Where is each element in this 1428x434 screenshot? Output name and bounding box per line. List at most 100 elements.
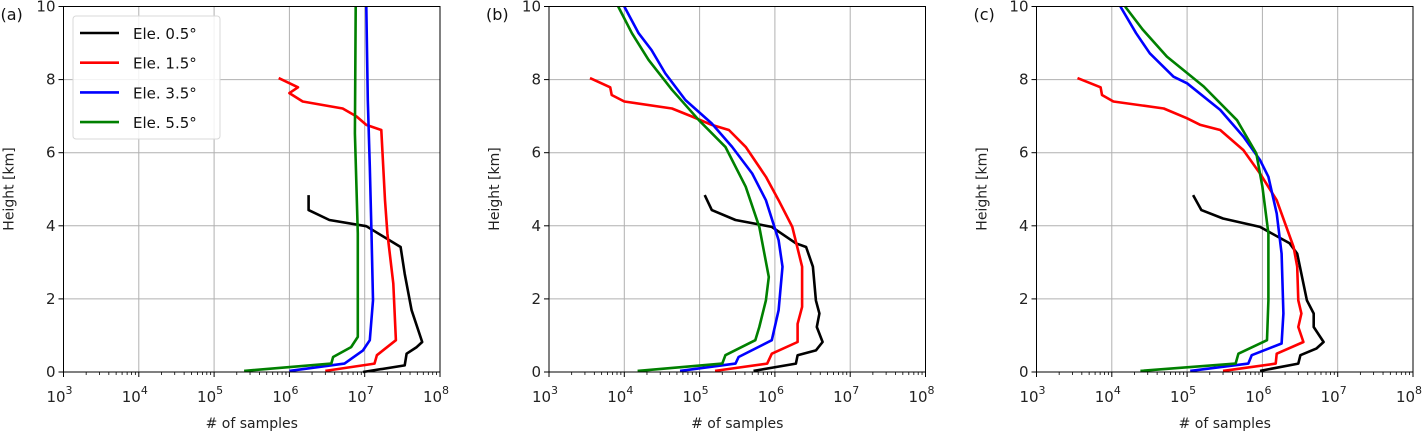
x-tick-base: 10 [532, 388, 551, 406]
x-tick-label: 103 [532, 384, 558, 406]
x-tick-base: 10 [423, 388, 442, 406]
legend-entry: Ele. 5.5° [133, 114, 197, 132]
x-tick-label: 108 [423, 384, 449, 406]
y-tick-label: 4 [46, 217, 56, 235]
y-tick-label: 8 [46, 71, 56, 89]
y-tick-label: 6 [1019, 144, 1029, 162]
x-tick-exponent: 4 [626, 384, 633, 397]
x-tick-base: 10 [1095, 388, 1114, 406]
x-tick-label: 107 [833, 384, 859, 406]
x-tick-base: 10 [348, 388, 367, 406]
y-tick-label: 2 [1019, 290, 1029, 308]
y-axis-label: Height [km] [487, 147, 503, 230]
series-line-35 [289, 6, 375, 373]
x-tick-exponent: 4 [1114, 384, 1121, 397]
x-tick-label: 103 [1019, 384, 1045, 406]
series-line-15 [278, 76, 398, 373]
x-tick-exponent: 6 [1264, 384, 1271, 397]
y-axis-label: Height [km] [2, 147, 18, 230]
x-tick-exponent: 8 [442, 384, 449, 397]
y-tick-label: 6 [46, 144, 56, 162]
y-tick-label: 10 [522, 0, 541, 16]
x-tick-exponent: 8 [928, 384, 935, 397]
legend-entry: Ele. 0.5° [133, 25, 197, 43]
x-tick-base: 10 [1321, 388, 1340, 406]
y-tick-label: 6 [531, 144, 541, 162]
x-tick-label: 105 [1170, 384, 1196, 406]
x-tick-label: 108 [908, 384, 934, 406]
x-tick-base: 10 [1019, 388, 1038, 406]
x-tick-base: 10 [46, 388, 65, 406]
x-tick-exponent: 5 [1189, 384, 1196, 397]
x-tick-exponent: 8 [1415, 384, 1422, 397]
axes-frame [548, 6, 926, 373]
y-tick-label: 0 [531, 363, 541, 381]
panel-label: (c) [974, 5, 995, 24]
x-tick-label: 106 [1245, 384, 1271, 406]
x-tick-base: 10 [607, 388, 626, 406]
x-tick-exponent: 7 [852, 384, 859, 397]
x-tick-base: 10 [1396, 388, 1415, 406]
series-line-35 [1119, 5, 1285, 373]
x-tick-exponent: 5 [702, 384, 709, 397]
y-axis-label: Height [km] [975, 147, 991, 230]
series-line-15 [1077, 76, 1305, 373]
x-axis-label: # of samples [691, 416, 783, 432]
series-line-55 [617, 5, 771, 373]
x-axis-label: # of samples [1179, 416, 1271, 432]
y-tick-label: 8 [531, 71, 541, 89]
x-tick-base: 10 [272, 388, 291, 406]
y-tick-label: 8 [1019, 71, 1029, 89]
x-tick-exponent: 3 [551, 384, 558, 397]
x-tick-exponent: 3 [1039, 384, 1046, 397]
x-tick-base: 10 [683, 388, 702, 406]
x-tick-base: 10 [758, 388, 777, 406]
x-tick-label: 104 [607, 384, 633, 406]
legend-entry: Ele. 1.5° [133, 55, 197, 73]
series-line-05 [1191, 194, 1325, 373]
series-line-35 [623, 5, 784, 373]
x-tick-label: 106 [272, 384, 298, 406]
series-line-05 [703, 194, 824, 373]
y-tick-label: 4 [531, 217, 541, 235]
legend: Ele. 0.5° Ele. 1.5° Ele. 3.5° Ele. 5.5° [72, 15, 221, 140]
series-line-55 [243, 6, 360, 373]
legend-entry: Ele. 3.5° [133, 84, 197, 102]
x-tick-label: 105 [197, 384, 223, 406]
x-tick-label: 107 [1321, 384, 1347, 406]
y-tick-label: 2 [531, 290, 541, 308]
x-tick-exponent: 7 [367, 384, 374, 397]
x-tick-exponent: 6 [291, 384, 298, 397]
x-tick-base: 10 [833, 388, 852, 406]
x-tick-label: 108 [1396, 384, 1422, 406]
x-tick-base: 10 [197, 388, 216, 406]
series-line-55 [1124, 5, 1270, 373]
x-tick-label: 104 [122, 384, 148, 406]
x-tick-base: 10 [122, 388, 141, 406]
panel-label: (b) [486, 5, 509, 24]
x-tick-label: 105 [683, 384, 709, 406]
x-tick-label: 103 [46, 384, 72, 406]
panel-label: (a) [1, 5, 23, 24]
y-tick-label: 0 [1019, 363, 1029, 381]
x-tick-exponent: 3 [66, 384, 73, 397]
x-tick-base: 10 [908, 388, 927, 406]
x-tick-label: 107 [348, 384, 374, 406]
y-tick-label: 10 [1009, 0, 1028, 16]
y-tick-label: 4 [1019, 217, 1029, 235]
legend-box [72, 15, 221, 140]
y-tick-label: 10 [36, 0, 55, 16]
x-tick-base: 10 [1170, 388, 1189, 406]
x-tick-exponent: 5 [216, 384, 223, 397]
y-tick-label: 0 [46, 363, 56, 381]
x-tick-exponent: 4 [141, 384, 148, 397]
x-tick-base: 10 [1245, 388, 1264, 406]
x-tick-label: 104 [1095, 384, 1121, 406]
x-tick-exponent: 7 [1340, 384, 1347, 397]
axes-frame [1036, 6, 1414, 373]
axes-frame [63, 6, 441, 373]
